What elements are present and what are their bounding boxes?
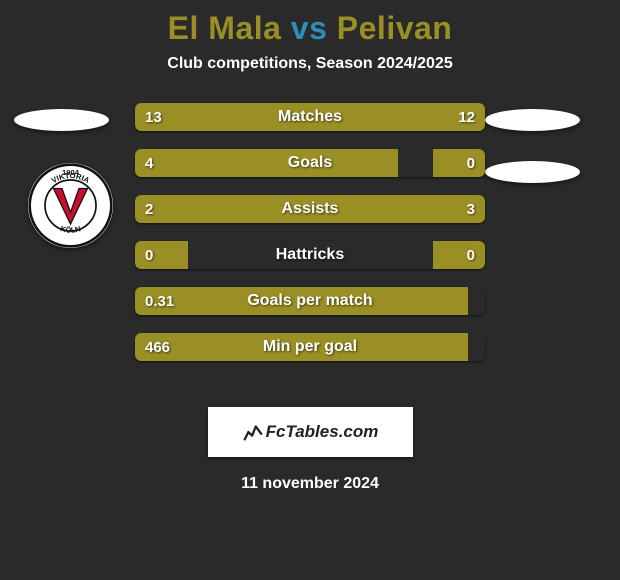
- chart-area: 1904 VIKTORIA KÖLN 1312Matches 40Goals 23A…: [0, 103, 620, 393]
- club-badge: 1904 VIKTORIA KÖLN: [28, 163, 113, 248]
- comparison-card: El Mala vs Pelivan Club competitions, Se…: [0, 10, 620, 580]
- viktoria-koln-logo: 1904 VIKTORIA KÖLN: [28, 163, 113, 248]
- vs-text: vs: [291, 10, 328, 46]
- stat-row-matches: 1312Matches: [135, 103, 485, 131]
- stat-label: Matches: [135, 103, 485, 131]
- brand-text: FcTables.com: [266, 422, 379, 442]
- player2-name: Pelivan: [337, 10, 453, 46]
- date-text: 11 november 2024: [0, 475, 620, 493]
- subtitle: Club competitions, Season 2024/2025: [0, 55, 620, 73]
- player2-logo-placeholder-1: [485, 109, 580, 131]
- player1-name: El Mala: [168, 10, 282, 46]
- stat-label: Min per goal: [135, 333, 485, 361]
- player2-logo-placeholder-2: [485, 161, 580, 183]
- stat-row-hattricks: 00Hattricks: [135, 241, 485, 269]
- bars-column: 1312Matches 40Goals 23Assists 00Hattricks 0.…: [135, 103, 485, 379]
- stat-label: Goals per match: [135, 287, 485, 315]
- stat-row-goals: 40Goals: [135, 149, 485, 177]
- stat-label: Goals: [135, 149, 485, 177]
- player1-logo-placeholder-1: [14, 109, 109, 131]
- stat-label: Hattricks: [135, 241, 485, 269]
- chart-icon: [242, 421, 264, 443]
- stat-row-min-per-goal: 466Min per goal: [135, 333, 485, 361]
- stat-row-assists: 23Assists: [135, 195, 485, 223]
- stat-row-goals-per-match: 0.31Goals per match: [135, 287, 485, 315]
- page-title: El Mala vs Pelivan: [0, 10, 620, 47]
- stat-label: Assists: [135, 195, 485, 223]
- brand-badge[interactable]: FcTables.com: [208, 407, 413, 457]
